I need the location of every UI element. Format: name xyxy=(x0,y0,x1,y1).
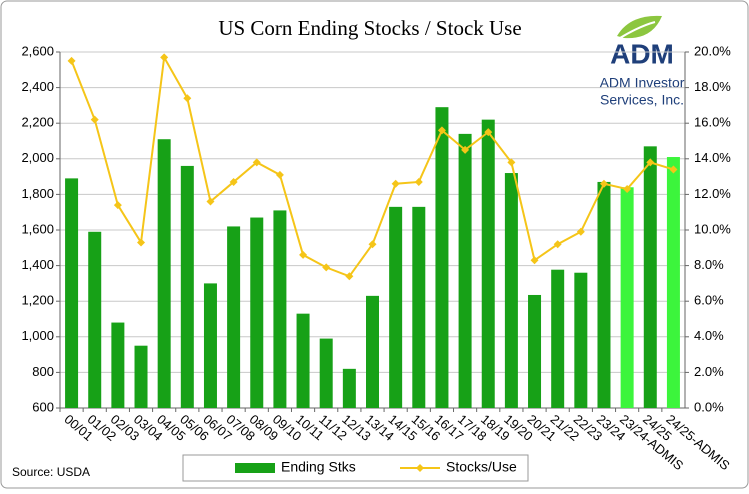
y2-tick-label: 8.0% xyxy=(694,257,724,272)
marker xyxy=(599,179,608,188)
legend-label: Ending Stks xyxy=(281,459,356,475)
legend-swatch xyxy=(235,463,275,473)
marker xyxy=(669,165,678,174)
bar xyxy=(435,107,449,409)
bar xyxy=(88,231,102,408)
y2-tick-label: 4.0% xyxy=(694,328,724,343)
y-tick-label: 2,600 xyxy=(21,43,54,58)
bar xyxy=(528,294,542,408)
marker xyxy=(137,238,146,247)
logo-text: ADM Investor xyxy=(600,75,685,91)
bar xyxy=(481,119,495,408)
y2-tick-label: 0.0% xyxy=(694,399,724,414)
logo-mark: ADM xyxy=(610,38,674,69)
marker xyxy=(299,250,308,259)
marker xyxy=(437,126,446,135)
bar xyxy=(504,173,518,408)
y-tick-label: 1,200 xyxy=(21,293,54,308)
bar xyxy=(273,210,287,408)
marker xyxy=(322,263,331,272)
marker xyxy=(414,177,423,186)
marker xyxy=(160,53,169,62)
y2-tick-label: 10.0% xyxy=(694,221,731,236)
bar xyxy=(389,206,403,408)
chart-title: US Corn Ending Stocks / Stock Use xyxy=(218,16,521,40)
y-tick-label: 600 xyxy=(32,399,54,414)
y2-tick-label: 6.0% xyxy=(694,293,724,308)
y-tick-label: 800 xyxy=(32,364,54,379)
bar xyxy=(458,133,472,408)
marker xyxy=(623,185,632,194)
marker xyxy=(484,128,493,137)
marker xyxy=(461,145,470,154)
marker xyxy=(530,256,539,265)
y-tick-label: 1,600 xyxy=(21,221,54,236)
y2-tick-label: 20.0% xyxy=(694,43,731,58)
bar xyxy=(157,139,171,408)
legend-swatch xyxy=(416,464,424,472)
marker xyxy=(90,115,99,124)
logo-text: Services, Inc. xyxy=(600,92,684,108)
y2-tick-label: 12.0% xyxy=(694,186,731,201)
y2-tick-label: 2.0% xyxy=(694,364,724,379)
marker xyxy=(553,240,562,249)
marker xyxy=(576,227,585,236)
marker xyxy=(206,197,215,206)
bar xyxy=(643,146,657,408)
bar xyxy=(597,181,611,408)
marker xyxy=(275,170,284,179)
marker xyxy=(507,158,516,167)
bar xyxy=(342,368,356,408)
y2-tick-label: 18.0% xyxy=(694,79,731,94)
y-tick-label: 2,400 xyxy=(21,79,54,94)
bar xyxy=(319,338,333,408)
bar xyxy=(366,295,379,408)
bar xyxy=(412,206,426,408)
bar xyxy=(551,269,565,408)
y2-tick-label: 14.0% xyxy=(694,150,731,165)
marker xyxy=(391,179,400,188)
y-tick-label: 1,800 xyxy=(21,186,54,201)
bar xyxy=(620,187,634,408)
marker xyxy=(67,56,76,65)
logo-leaf-vein xyxy=(619,21,656,39)
marker xyxy=(368,240,377,249)
bar xyxy=(296,313,310,408)
source-note: Source: USDA xyxy=(12,465,90,479)
marker xyxy=(229,177,238,186)
y-tick-label: 1,400 xyxy=(21,257,54,272)
bar xyxy=(250,217,264,408)
y-tick-label: 1,000 xyxy=(21,328,54,343)
marker xyxy=(646,158,655,167)
bar xyxy=(111,322,125,408)
bar xyxy=(134,345,148,408)
bar xyxy=(180,165,194,408)
marker xyxy=(345,272,354,281)
y2-tick-label: 16.0% xyxy=(694,115,731,130)
legend-label: Stocks/Use xyxy=(446,459,517,475)
bar xyxy=(666,157,680,408)
bar xyxy=(203,283,217,408)
marker xyxy=(252,158,261,167)
y-tick-label: 2,000 xyxy=(21,150,54,165)
y-tick-label: 2,200 xyxy=(21,115,54,130)
bar xyxy=(574,272,588,408)
marker xyxy=(183,94,192,103)
marker xyxy=(113,201,122,210)
bar xyxy=(65,178,79,408)
bar xyxy=(227,226,241,408)
